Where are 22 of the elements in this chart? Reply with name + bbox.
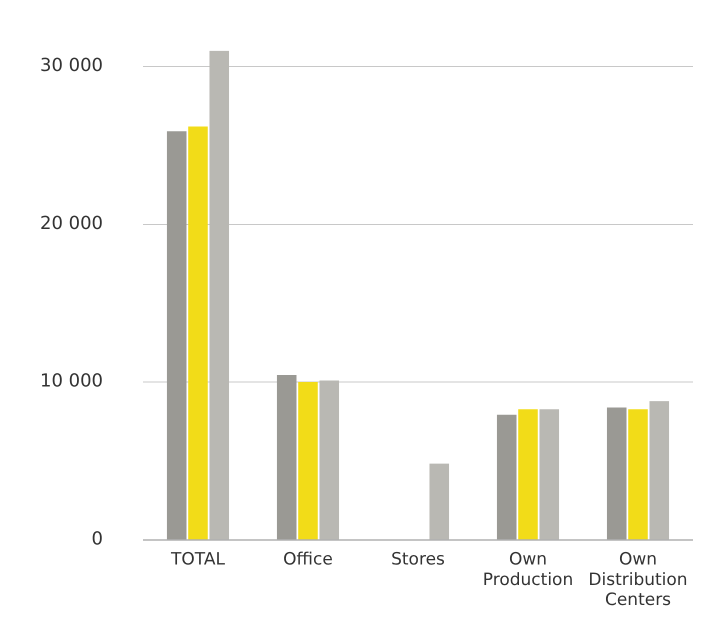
y-tick-label: 10 000 xyxy=(40,370,103,392)
bar xyxy=(319,380,340,540)
bar xyxy=(429,464,450,540)
y-tick-label: 30 000 xyxy=(40,55,103,76)
y-tick-label: 0 xyxy=(92,528,103,550)
bar xyxy=(298,382,318,540)
y-tick-label: 20 000 xyxy=(40,212,103,234)
bar xyxy=(276,374,297,540)
x-tick-label: Own Production xyxy=(482,549,574,590)
bar xyxy=(606,407,627,540)
bar xyxy=(496,414,517,540)
x-tick-label: Office xyxy=(283,549,333,570)
bar xyxy=(628,409,648,540)
bar xyxy=(649,401,670,540)
bar xyxy=(209,50,230,540)
bar xyxy=(166,131,186,540)
bar xyxy=(188,126,208,540)
bar xyxy=(518,409,538,540)
x-tick-label: TOTAL xyxy=(170,549,226,570)
bar xyxy=(539,409,560,540)
x-tick-label: Own Distribution Centers xyxy=(588,549,688,610)
x-tick-label: Stores xyxy=(391,549,446,570)
